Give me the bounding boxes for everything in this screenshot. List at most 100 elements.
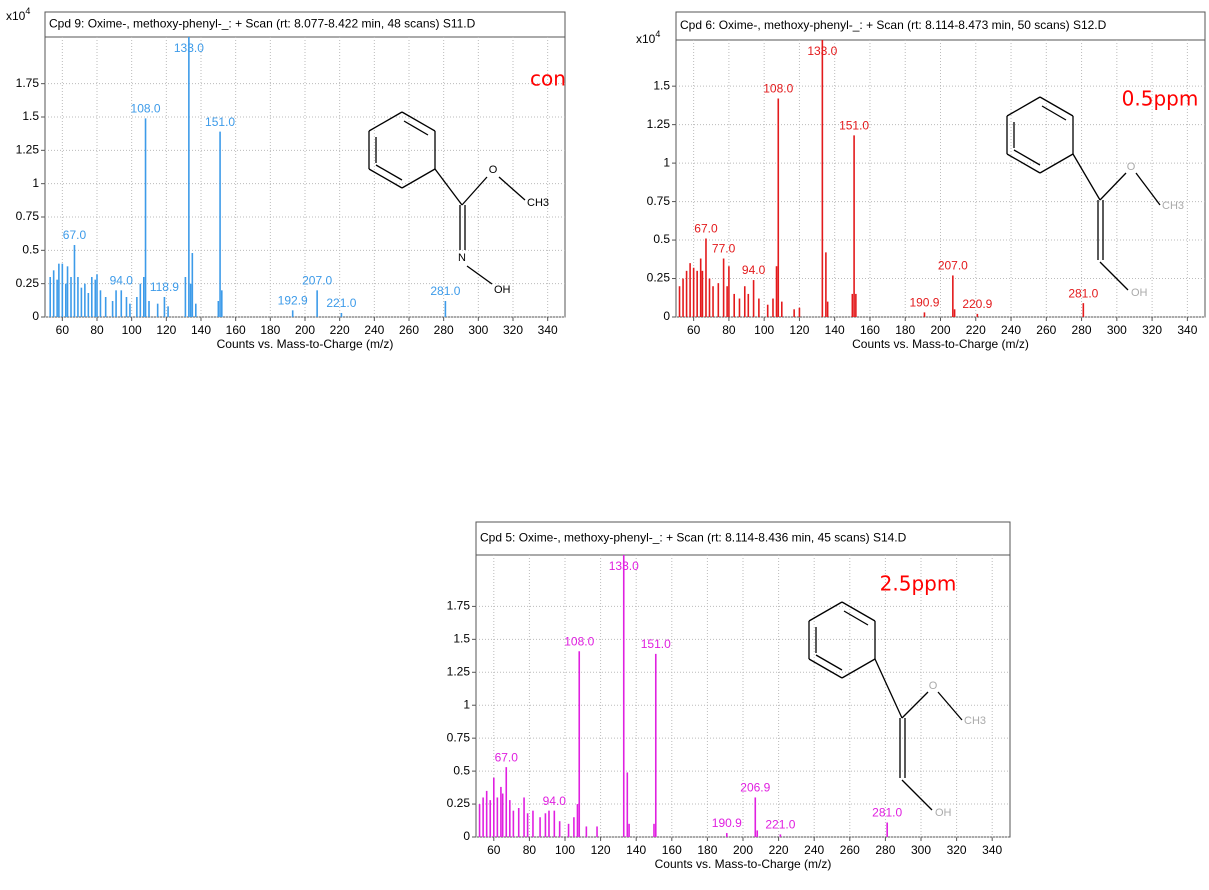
peak-label: 207.0 [938, 259, 968, 273]
x-tick-label: 240 [804, 843, 824, 857]
peak-label: 281.0 [1068, 286, 1098, 300]
x-tick-label: 120 [591, 843, 611, 857]
y-scale-base: x10 [6, 9, 26, 23]
frame [475, 521, 1011, 838]
structure-label: CH3 [527, 197, 549, 209]
x-tick-label: 180 [895, 323, 915, 337]
y-scale-exponent: 4 [25, 6, 30, 16]
y-tick-label: 1.25 [16, 143, 40, 157]
x-tick-label: 300 [468, 323, 488, 337]
x-tick-label: 280 [434, 323, 454, 337]
peak-label: 281.0 [430, 284, 460, 298]
y-scale-label: x104 [636, 29, 660, 46]
x-tick-label: 120 [156, 323, 176, 337]
peak-label: 94.0 [110, 274, 134, 288]
y-tick-label: 0.75 [647, 194, 671, 208]
x-tick-label: 100 [754, 323, 774, 337]
peak-label: 108.0 [131, 102, 161, 116]
x-tick-label: 300 [1107, 323, 1127, 337]
structure-label: CH3 [964, 715, 986, 727]
x-tick-label: 160 [226, 323, 246, 337]
y-tick-label: 0.5 [22, 243, 39, 257]
x-axis-label: Counts vs. Mass-to-Charge (m/z) [655, 857, 832, 871]
x-tick-label: 80 [523, 843, 537, 857]
peak-label: 190.9 [712, 816, 742, 830]
peak-label: 108.0 [763, 82, 793, 96]
peak-label: 108.0 [564, 634, 594, 648]
peak-label: 221.0 [765, 818, 795, 832]
x-tick-label: 120 [789, 323, 809, 337]
x-tick-label: 140 [191, 323, 211, 337]
peak-label: 133.0 [807, 44, 837, 58]
x-tick-label: 280 [1072, 323, 1092, 337]
structure-label: OH [494, 284, 511, 296]
annotation: 0.5ppm [1122, 87, 1199, 111]
y-tick-label: 1 [663, 155, 670, 169]
x-tick-label: 100 [122, 323, 142, 337]
peak-label: 151.0 [641, 637, 671, 651]
x-tick-label: 160 [860, 323, 880, 337]
peak-label: 220.9 [962, 297, 992, 311]
peak-label: 207.0 [302, 274, 332, 288]
x-tick-label: 140 [825, 323, 845, 337]
annotation: con [530, 67, 566, 91]
y-tick-label: 1.25 [647, 117, 671, 131]
peak-label: 281.0 [872, 806, 902, 820]
y-tick-label: 1.75 [447, 599, 471, 613]
chart: Cpd 6: Oxime-, methoxy-phenyl-_: + Scan … [636, 11, 1206, 351]
peak-label: 133.0 [609, 559, 639, 573]
structure-label: CH3 [1162, 200, 1184, 212]
y-tick-label: 1 [463, 697, 470, 711]
peak-label: 118.9 [150, 280, 179, 294]
peak-label: 94.0 [543, 794, 567, 808]
peaks [49, 37, 447, 317]
structure: O CH3 OH [808, 601, 986, 819]
y-tick-label: 0.25 [16, 276, 40, 290]
peaks [478, 555, 888, 837]
peaks [678, 40, 1085, 317]
peak-label: 206.9 [740, 781, 770, 795]
x-tick-label: 60 [487, 843, 501, 857]
structure: O CH3 OH [1006, 96, 1184, 299]
peak-label: 94.0 [742, 263, 766, 277]
x-tick-label: 280 [875, 843, 895, 857]
structure: O CH3 N OH [368, 111, 549, 296]
x-tick-label: 200 [930, 323, 950, 337]
x-tick-label: 140 [626, 843, 646, 857]
x-tick-label: 60 [56, 323, 70, 337]
peak-label: 133.0 [174, 41, 204, 55]
annotation: 2.5ppm [880, 572, 957, 596]
y-tick-label: 0 [663, 309, 670, 323]
structure-label: O [489, 164, 498, 176]
x-tick-label: 240 [364, 323, 384, 337]
y-tick-label: 0.75 [447, 730, 471, 744]
x-tick-label: 80 [90, 323, 104, 337]
y-tick-label: 0 [463, 829, 470, 843]
x-tick-label: 180 [697, 843, 717, 857]
x-axis-label: Counts vs. Mass-to-Charge (m/z) [217, 337, 394, 351]
x-tick-label: 60 [687, 323, 701, 337]
x-tick-label: 180 [260, 323, 280, 337]
x-tick-label: 260 [1036, 323, 1056, 337]
x-tick-label: 200 [733, 843, 753, 857]
peak-label: 67.0 [495, 750, 519, 764]
y-tick-label: 1.5 [22, 109, 39, 123]
x-axis-label: Counts vs. Mass-to-Charge (m/z) [852, 337, 1029, 351]
x-tick-label: 300 [911, 843, 931, 857]
y-tick-label: 0.75 [16, 209, 40, 223]
structure-label: N [458, 252, 466, 264]
frame [675, 11, 1206, 318]
y-tick-label: 0 [32, 309, 39, 323]
peak-label: 67.0 [63, 228, 87, 242]
y-tick-label: 0.5 [453, 763, 470, 777]
x-tick-label: 320 [1142, 323, 1162, 337]
x-tick-label: 100 [555, 843, 575, 857]
x-tick-label: 200 [295, 323, 315, 337]
x-tick-label: 340 [1177, 323, 1197, 337]
y-tick-label: 0.25 [647, 271, 671, 285]
frame [44, 11, 566, 318]
structure-label: OH [935, 807, 952, 819]
y-tick-label: 1.5 [453, 632, 470, 646]
y-tick-label: 1.75 [16, 76, 40, 90]
